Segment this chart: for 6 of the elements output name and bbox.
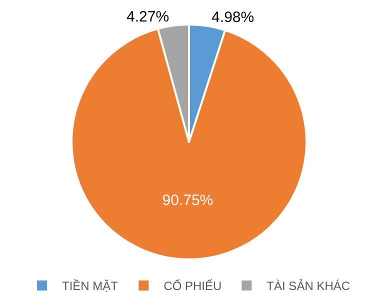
data-label: 4.27% [126, 8, 170, 26]
legend-label: CỔ PHIẾU [164, 279, 222, 294]
legend-label: TIỀN MẶT [62, 279, 119, 294]
data-label: 4.98% [212, 9, 254, 26]
legend-label: TÀI SẢN KHÁC [266, 279, 350, 294]
data-label: 90.75% [162, 192, 214, 210]
